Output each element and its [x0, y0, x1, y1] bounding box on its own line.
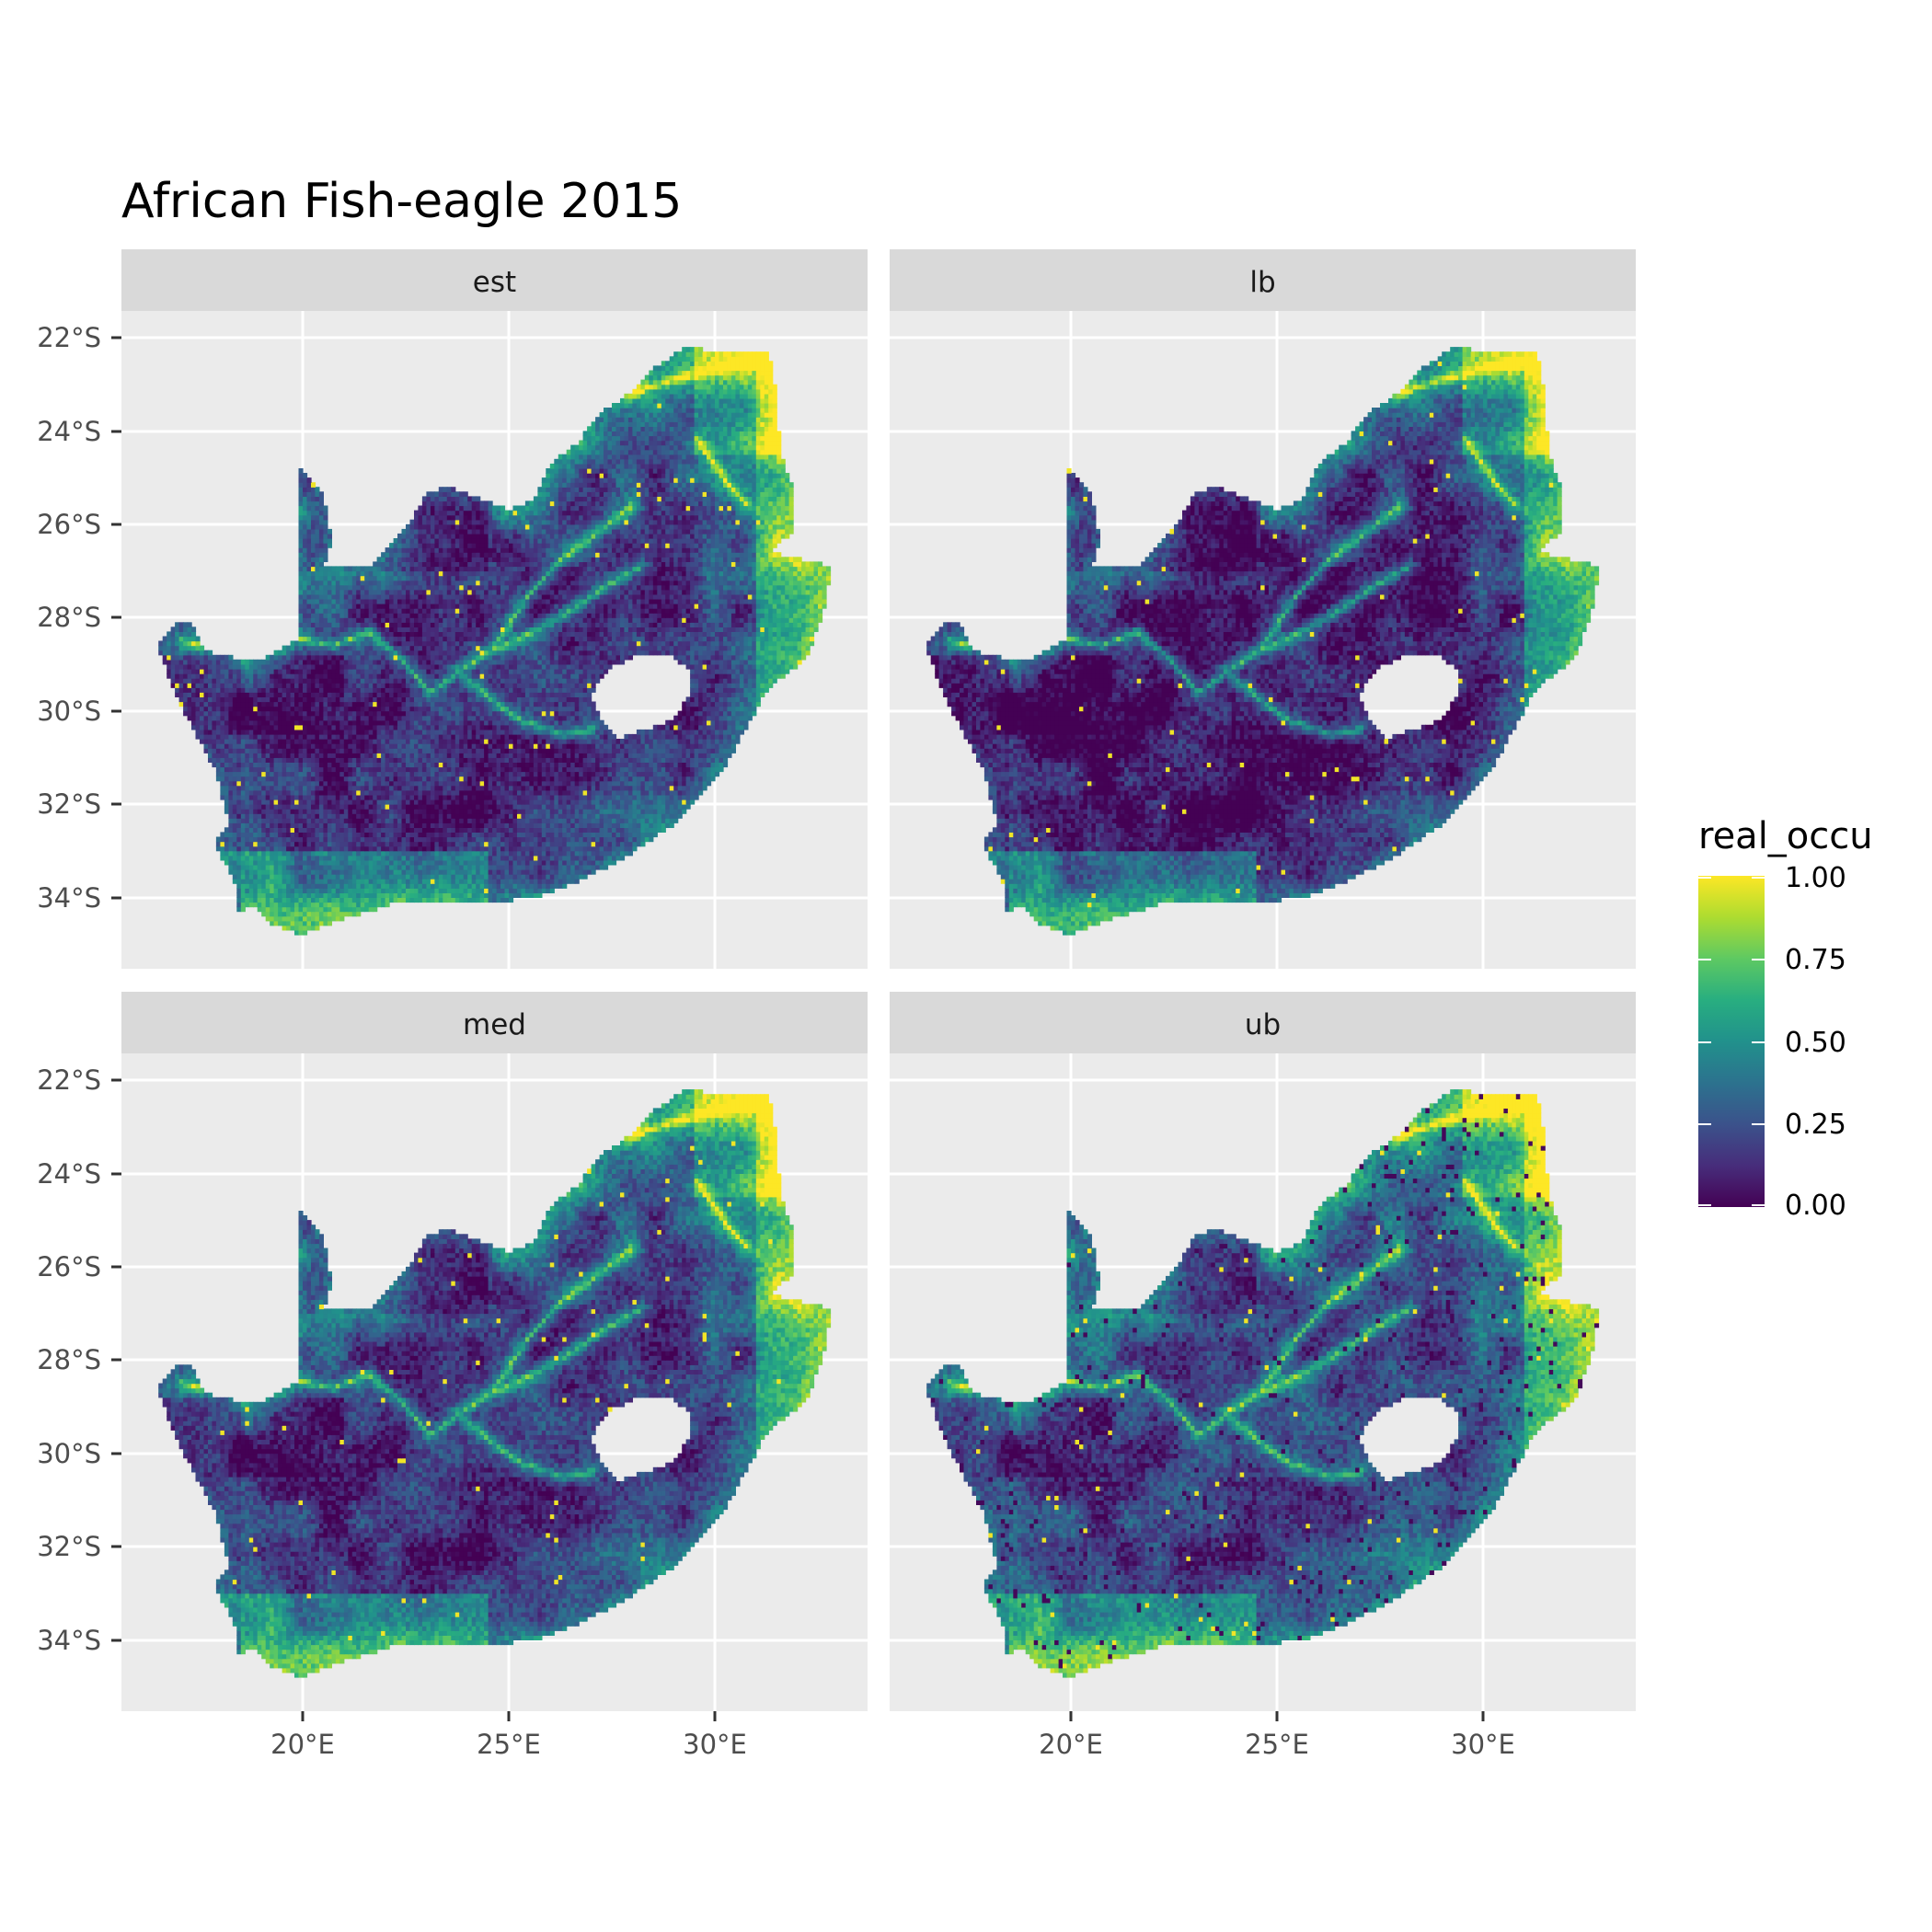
strip-label-med: med	[463, 1008, 526, 1041]
strip-label-lb: lb	[1249, 266, 1275, 299]
legend: real_occu 1.00 0.75 0.50 0.25 0.00	[1698, 815, 1873, 1222]
x-tick-label: 30°E	[1451, 1729, 1515, 1760]
y-tick-label: 30°S	[37, 1438, 101, 1469]
y-tick-label: 32°S	[37, 1531, 101, 1562]
y-tick-label: 34°S	[37, 882, 101, 914]
y-axis-top: 22°S 24°S 26°S 28°S 30°S 32°S 34°S	[37, 322, 101, 914]
strip-lb	[890, 249, 1636, 311]
y-tick-label: 32°S	[37, 788, 101, 820]
y-tick-label: 28°S	[37, 602, 101, 633]
y-tick-label: 24°S	[37, 416, 101, 447]
y-tick-label: 30°S	[37, 696, 101, 727]
panel-ub: ub	[890, 992, 1636, 1711]
y-tick-label: 22°S	[37, 322, 101, 353]
occupancy-map-est	[158, 347, 832, 936]
legend-label: 0.00	[1785, 1190, 1846, 1222]
occupancy-map-ub	[926, 1089, 1600, 1678]
legend-label: 0.50	[1785, 1027, 1846, 1059]
y-tick-label: 26°S	[37, 509, 101, 540]
strip-med	[121, 992, 868, 1053]
x-tick-label: 20°E	[270, 1729, 335, 1760]
strip-label-ub: ub	[1245, 1008, 1281, 1041]
x-axis-right: 20°E 25°E 30°E	[1039, 1729, 1515, 1760]
y-tick-label: 22°S	[37, 1064, 101, 1096]
y-ticks-bottom	[111, 1078, 121, 1642]
strip-label-est: est	[473, 266, 516, 299]
x-tick-label: 30°E	[683, 1729, 747, 1760]
y-tick-label: 34°S	[37, 1625, 101, 1656]
panel-med: med	[121, 992, 868, 1711]
legend-label: 0.25	[1785, 1109, 1846, 1141]
legend-label: 0.75	[1785, 944, 1846, 976]
y-tick-label: 28°S	[37, 1344, 101, 1375]
y-tick-label: 24°S	[37, 1158, 101, 1190]
legend-label: 1.00	[1785, 862, 1846, 894]
occupancy-map-lb	[926, 347, 1600, 936]
legend-title: real_occu	[1698, 815, 1873, 857]
legend-ticks	[1698, 877, 1765, 1206]
y-ticks-top	[111, 336, 121, 900]
plot-title: African Fish-eagle 2015	[121, 174, 682, 229]
x-ticks-left	[301, 1711, 717, 1721]
occupancy-map-med	[158, 1089, 832, 1678]
x-tick-label: 25°E	[477, 1729, 541, 1760]
panel-lb: lb	[890, 249, 1636, 969]
strip-est	[121, 249, 868, 311]
x-tick-label: 20°E	[1039, 1729, 1103, 1760]
y-tick-label: 26°S	[37, 1251, 101, 1282]
x-axis-left: 20°E 25°E 30°E	[270, 1729, 747, 1760]
panel-est: est	[121, 249, 868, 969]
y-axis-bottom: 22°S 24°S 26°S 28°S 30°S 32°S 34°S	[37, 1064, 101, 1656]
x-ticks-right	[1069, 1711, 1485, 1721]
strip-ub	[890, 992, 1636, 1053]
legend-labels: 1.00 0.75 0.50 0.25 0.00	[1785, 862, 1846, 1222]
x-tick-label: 25°E	[1245, 1729, 1309, 1760]
